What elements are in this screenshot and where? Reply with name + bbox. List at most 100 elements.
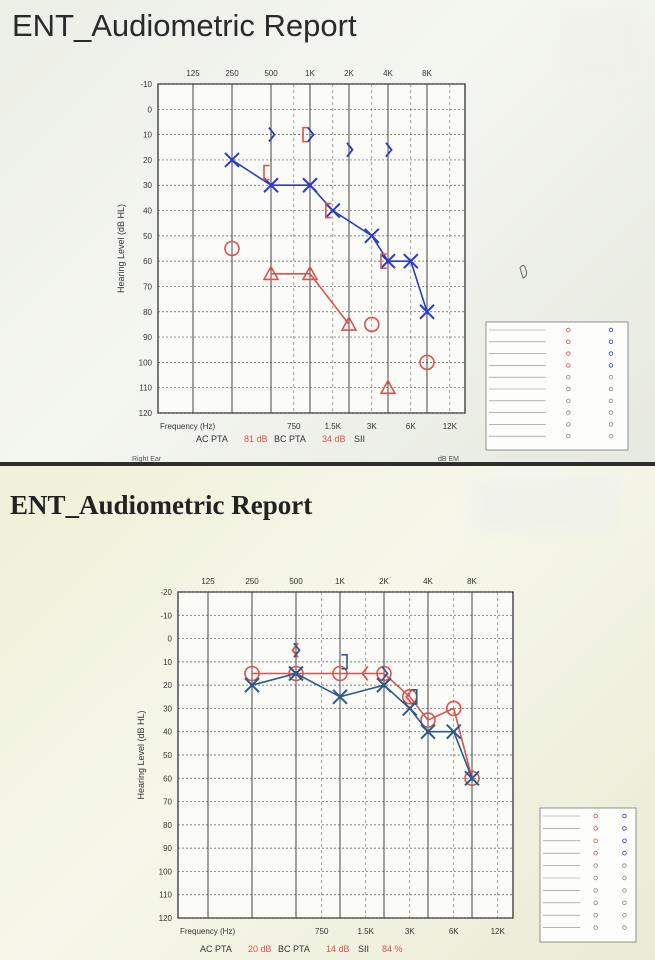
legend-symbol xyxy=(622,875,627,881)
legend-symbol xyxy=(593,826,598,831)
legend-symbol xyxy=(622,863,627,868)
x-bottom-tick-label: 6K xyxy=(449,927,459,936)
ac-circle-point xyxy=(445,700,462,717)
legend-symbol xyxy=(593,888,598,893)
x-top-tick-label: 8K xyxy=(422,69,432,78)
y-axis-label: Hearing Level (dB HL) xyxy=(116,204,126,293)
y-tick-label: 70 xyxy=(163,798,172,807)
x-bottom-tick-label: 1.5K xyxy=(325,422,342,431)
legend-symbol xyxy=(608,339,614,344)
x-top-tick-label: 125 xyxy=(186,69,200,78)
x-bottom-tick-label: 1.5K xyxy=(358,927,375,936)
series-line xyxy=(271,273,350,325)
ac-cross-point xyxy=(376,677,392,693)
ac-circle-point xyxy=(376,665,392,682)
y-tick-label: 50 xyxy=(143,232,152,241)
bc-bracket-point xyxy=(380,253,387,269)
y-tick-label: 120 xyxy=(139,409,153,418)
pta-text: BC PTA xyxy=(278,944,310,954)
x-top-tick-label: 250 xyxy=(245,577,259,586)
legend-symbol xyxy=(566,339,571,344)
bc-angle-point xyxy=(293,642,301,658)
x-top-tick-label: 500 xyxy=(264,69,278,78)
y-tick-label: 80 xyxy=(163,821,172,830)
ac-cross-point xyxy=(325,202,341,219)
x-top-tick-label: 250 xyxy=(225,69,239,78)
legend-symbol xyxy=(608,386,614,392)
bc-angle-point xyxy=(307,127,315,143)
pta-text: SII xyxy=(354,434,365,444)
y-axis-label: Hearing Level (dB HL) xyxy=(136,710,146,799)
y-tick-label: 30 xyxy=(163,704,172,713)
legend-symbol xyxy=(566,422,571,427)
legend-symbol xyxy=(622,913,627,918)
ac-triangle-point xyxy=(262,265,280,281)
ac-circle-point xyxy=(464,770,480,787)
pta-text: AC PTA xyxy=(200,944,232,954)
y-tick-label: 20 xyxy=(163,681,172,690)
legend-symbol xyxy=(608,410,614,415)
legend-symbol xyxy=(593,851,598,856)
x-top-tick-label: 125 xyxy=(201,577,215,586)
bc-angle-point xyxy=(385,142,393,158)
x-top-tick-label: 8K xyxy=(467,577,477,586)
y-tick-label: 10 xyxy=(163,658,172,667)
legend-symbol xyxy=(566,434,571,439)
audiogram-report-left-ear: ENT_Audiometric Report -20 -10 0 10 20 30 40 50… xyxy=(0,466,655,960)
ac-cross-point xyxy=(302,177,318,193)
legend-symbol xyxy=(608,375,614,380)
legend-symbol xyxy=(608,422,614,427)
legend-symbol xyxy=(622,888,627,893)
bc-angle-point xyxy=(405,689,413,705)
legend-symbol xyxy=(593,900,598,905)
plot-area xyxy=(157,83,466,414)
y-tick-label: 110 xyxy=(159,891,172,900)
audiogram-chart-2: -20 -10 0 10 20 30 40 50 60 70 80 90 100 110 120 125 250… xyxy=(136,577,637,954)
legend-symbol xyxy=(566,398,571,403)
bc-bracket-point xyxy=(341,654,348,670)
legend-symbol xyxy=(622,838,627,843)
y-tick-label: -10 xyxy=(140,80,152,89)
legend-symbol xyxy=(593,913,598,918)
symbol-legend xyxy=(485,321,629,451)
ac-circle-point xyxy=(288,665,304,682)
x-top-tick-label: 2K xyxy=(344,69,354,78)
legend-symbol xyxy=(566,375,571,380)
bc-angle-point xyxy=(268,127,276,143)
symbol-legend xyxy=(539,807,637,943)
y-tick-label: 50 xyxy=(163,751,172,760)
legend-symbol xyxy=(608,363,614,368)
ac-cross-point xyxy=(332,689,348,705)
y-tick-label: 100 xyxy=(139,358,153,367)
y-tick-label: 20 xyxy=(143,156,152,165)
legend-symbol xyxy=(593,925,598,930)
pta-text: 81 dB xyxy=(244,434,268,444)
y-tick-label: 10 xyxy=(143,131,152,140)
y-tick-label: 110 xyxy=(139,384,152,393)
y-tick-label: 60 xyxy=(163,774,172,783)
ac-cross-point xyxy=(263,177,279,193)
ac-cross-point xyxy=(244,677,260,693)
x-bottom-tick-label: 3K xyxy=(405,927,415,936)
x-top-tick-label: 4K xyxy=(383,69,393,78)
legend-symbol xyxy=(566,363,571,368)
x-top-tick-label: 500 xyxy=(289,577,303,586)
y-tick-label: -20 xyxy=(160,588,172,597)
x-axis-label: Frequency (Hz) xyxy=(160,422,215,431)
legend-symbol xyxy=(593,838,598,843)
legend-symbol xyxy=(608,351,614,356)
x-top-tick-label: 4K xyxy=(423,577,433,586)
pta-text: SII xyxy=(358,944,369,954)
legend-symbol xyxy=(608,398,614,403)
y-tick-label: 100 xyxy=(159,867,173,876)
report-title: ENT_Audiometric Report xyxy=(12,8,357,43)
y-tick-label: 0 xyxy=(148,105,153,114)
bc-bracket-point xyxy=(325,202,332,219)
ac-circle-point xyxy=(420,712,436,728)
ac-triangle-point xyxy=(379,379,397,395)
y-tick-label: 90 xyxy=(163,844,172,853)
legend-symbol xyxy=(622,813,627,819)
pta-text: 20 dB xyxy=(248,944,272,954)
bc-bracket-point xyxy=(302,126,309,143)
bc-angle-point xyxy=(361,665,369,682)
